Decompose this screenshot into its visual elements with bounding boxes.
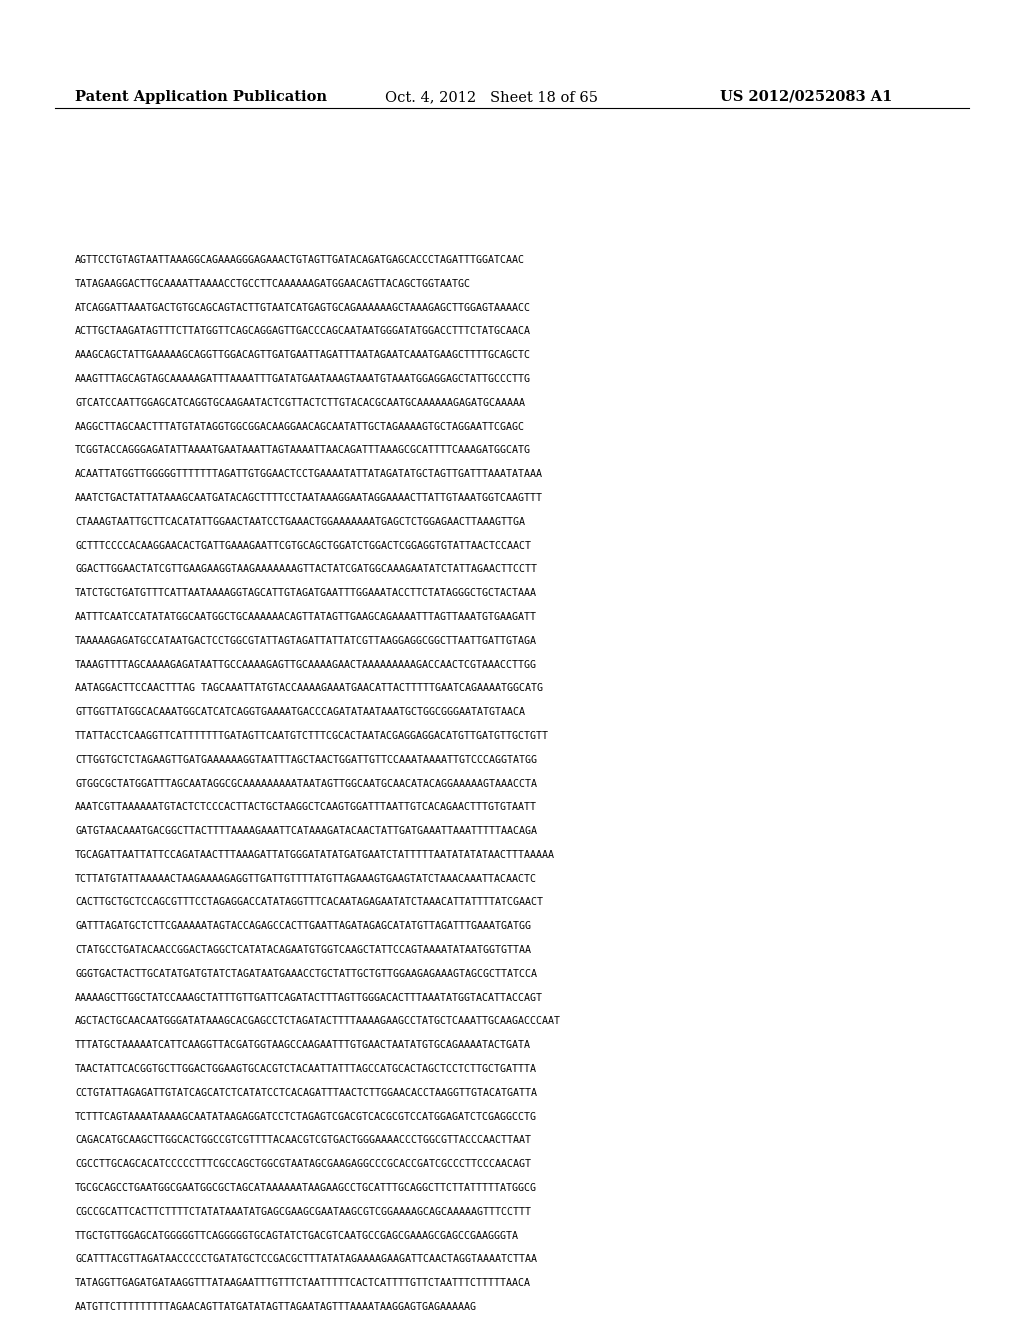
Text: AGTTCCTGTAGTAATTAAAGGCAGAAAGGGAGAAACTGTAGTTGATACAGATGAGCACCCTAGATTTGGATCAAC: AGTTCCTGTAGTAATTAAAGGCAGAAAGGGAGAAACTGTA… xyxy=(75,255,525,265)
Text: GTTGGTTATGGCACAAATGGCATCATCAGGTGAAAATGACCCAGATATAATAAATGCTGGCGGGAATATGTAACA: GTTGGTTATGGCACAAATGGCATCATCAGGTGAAAATGAC… xyxy=(75,708,525,717)
Text: AAAGCAGCTATTGAAAAAGCAGGTTGGACAGTTGATGAATTAGATTTAATAGAATCAAATGAAGCTTTTGCAGCTC: AAAGCAGCTATTGAAAAAGCAGGTTGGACAGTTGATGAAT… xyxy=(75,350,531,360)
Text: US 2012/0252083 A1: US 2012/0252083 A1 xyxy=(720,90,892,104)
Text: GATGTAACAAATGACGGCTTACTTTTAAAAGAAATTCATAAAGATACAACTATTGATGAAATTAAATTTTTAACAGA: GATGTAACAAATGACGGCTTACTTTTAAAAGAAATTCATA… xyxy=(75,826,537,836)
Text: TTATTACCTCAAGGTTCATTTTTTTGATAGTTCAATGTCTTTCGCACTAATACGAGGAGGACATGTTGATGTTGCTGTT: TTATTACCTCAAGGTTCATTTTTTTGATAGTTCAATGTCT… xyxy=(75,731,549,741)
Text: AAATCGTTAAAAAATGTACTCTCCCACTTACTGCTAAGGCTCAAGTGGATTTAATTGTCACAGAACTTTGTGTAATT: AAATCGTTAAAAAATGTACTCTCCCACTTACTGCTAAGGC… xyxy=(75,803,537,812)
Text: TATAGAAGGACTTGCAAAATTAAAACCTGCCTTCAAAAAAGATGGAACAGTTACAGCTGGTAATGC: TATAGAAGGACTTGCAAAATTAAAACCTGCCTTCAAAAAA… xyxy=(75,279,471,289)
Text: GCTTTCCCCACAAGGAACACTGATTGAAAGAATTCGTGCAGCTGGATCTGGACTCGGAGGTGTATTAACTCCAACT: GCTTTCCCCACAAGGAACACTGATTGAAAGAATTCGTGCA… xyxy=(75,541,531,550)
Text: CGCCGCATTCACTTCTTTTCTATATAAATATGAGCGAAGCGAATAAGCGTCGGAAAAGCAGCAAAAAGTTTCCTTT: CGCCGCATTCACTTCTTTTCTATATAAATATGAGCGAAGC… xyxy=(75,1206,531,1217)
Text: AATTTCAATCCATATATGGCAATGGCTGCAAAAAACAGTTATAGTTGAAGCAGAAAATTTAGTTAAATGTGAAGATT: AATTTCAATCCATATATGGCAATGGCTGCAAAAAACAGTT… xyxy=(75,612,537,622)
Text: CACTTGCTGCTCCAGCGTTTCCTAGAGGACCATATAGGTTTCACAATAGAGAATATCTAAACATTATTTTATCGAACT: CACTTGCTGCTCCAGCGTTTCCTAGAGGACCATATAGGTT… xyxy=(75,898,543,907)
Text: GGGTGACTACTTGCATATGATGTATCTAGATAATGAAACCTGCTATTGCTGTTGGAAGAGAAAGTAGCGCTTATCCA: GGGTGACTACTTGCATATGATGTATCTAGATAATGAAACC… xyxy=(75,969,537,979)
Text: AATGTTCTTTTTTTTTAGAACAGTTATGATATAGTTAGAATAGTTTAAAATAAGGAGTGAGAAAAAG: AATGTTCTTTTTTTTTAGAACAGTTATGATATAGTTAGAA… xyxy=(75,1302,477,1312)
Text: TCGGTACCAGGGAGATATTAAAATGAATAAATTAGTAAAATTAACAGATTTAAAGCGCATTTTCAAAGATGGCATG: TCGGTACCAGGGAGATATTAAAATGAATAAATTAGTAAAA… xyxy=(75,445,531,455)
Text: ATCAGGATTAAATGACTGTGCAGCAGTACTTGTAATCATGAGTGCAGAAAAAAGCTAAAGAGCTTGGAGTAAAACC: ATCAGGATTAAATGACTGTGCAGCAGTACTTGTAATCATG… xyxy=(75,302,531,313)
Text: TCTTTCAGTAAAATAAAAGCAATATAAGAGGATCCTCTAGAGTCGACGTCACGCGTCCATGGAGATCTCGAGGCCTG: TCTTTCAGTAAAATAAAAGCAATATAAGAGGATCCTCTAG… xyxy=(75,1111,537,1122)
Text: CGCCTTGCAGCACATCCCCCTTTCGCCAGCTGGCGTAATAGCGAAGAGGCCCGCACCGATCGCCCTTCCCAACAGT: CGCCTTGCAGCACATCCCCCTTTCGCCAGCTGGCGTAATA… xyxy=(75,1159,531,1170)
Text: TAAAGTTTTAGCAAAAGAGATAATTGCCAAAAGAGTTGCAAAAGAACTAAAAAAAAAGACCAACTCGTAAACCTTGG: TAAAGTTTTAGCAAAAGAGATAATTGCCAAAAGAGTTGCA… xyxy=(75,660,537,669)
Text: AAATCTGACTATTATAAAGCAATGATACAGCTTTTCCTAATAAAGGAATAGGAAAACTTATTGTAAATGGTCAAGTTT: AAATCTGACTATTATAAAGCAATGATACAGCTTTTCCTAA… xyxy=(75,492,543,503)
Text: TAAAAAGAGATGCCATAATGACTCCTGGCGTATTAGTAGATTATTATCGTTAAGGAGGCGGCTTAATTGATTGTAGA: TAAAAAGAGATGCCATAATGACTCCTGGCGTATTAGTAGA… xyxy=(75,636,537,645)
Text: AATAGGACTTCCAACTTTAG TAGCAAATTATGTACCAAAAGAAATGAACATTACTTTTTGAATCAGAAAATGGCATG: AATAGGACTTCCAACTTTAG TAGCAAATTATGTACCAAA… xyxy=(75,684,543,693)
Text: TGCGCAGCCTGAATGGCGAATGGCGCTAGCATAAAAAATAAGAAGCCTGCATTTGCAGGCTTCTTATTTTTATGGCG: TGCGCAGCCTGAATGGCGAATGGCGCTAGCATAAAAAATA… xyxy=(75,1183,537,1193)
Text: Patent Application Publication: Patent Application Publication xyxy=(75,90,327,104)
Text: CTATGCCTGATACAACCGGACTAGGCTCATATACAGAATGTGGTCAAGCTATTCCAGTAAAATATAATGGTGTTAA: CTATGCCTGATACAACCGGACTAGGCTCATATACAGAATG… xyxy=(75,945,531,956)
Text: GCATTTACGTTAGATAACCCCCTGATATGCTCCGACGCTTTATATAGAAAAGAAGATTCAACTAGGTAAAATCTTAA: GCATTTACGTTAGATAACCCCCTGATATGCTCCGACGCTT… xyxy=(75,1254,537,1265)
Text: TATAGGTTGAGATGATAAGGTTTATAAGAATTTGTTTCTAATTTTTCACTCATTTTGTTCTAATTTCTTTTTAACA: TATAGGTTGAGATGATAAGGTTTATAAGAATTTGTTTCTA… xyxy=(75,1278,531,1288)
Text: CTAAAGTAATTGCTTCACATATTGGAACTAATCCTGAAACTGGAAAAAAATGAGCTCTGGAGAACTTAAAGTTGA: CTAAAGTAATTGCTTCACATATTGGAACTAATCCTGAAAC… xyxy=(75,516,525,527)
Text: TCTTATGTATTAAAAACTAAGAAAAGAGGTTGATTGTTTTATGTTAGAAAGTGAAGTATCTAAACAAATTACAACTC: TCTTATGTATTAAAAACTAAGAAAAGAGGTTGATTGTTTT… xyxy=(75,874,537,883)
Text: ACTTGCTAAGATAGTTTCTTATGGTTCAGCAGGAGTTGACCCAGCAATAATGGGATATGGACCTTTCTATGCAACA: ACTTGCTAAGATAGTTTCTTATGGTTCAGCAGGAGTTGAC… xyxy=(75,326,531,337)
Text: AAAGTTTAGCAGTAGCAAAAAGATTTAAAATTTGATATGAATAAAGTAAATGTAAATGGAGGAGCTATTGCCCTTG: AAAGTTTAGCAGTAGCAAAAAGATTTAAAATTTGATATGA… xyxy=(75,374,531,384)
Text: GATTTAGATGCTCTTCGAAAAATAGTACCAGAGCCACTTGAATTAGATAGAGCATATGTTAGATTTGAAATGATGG: GATTTAGATGCTCTTCGAAAAATAGTACCAGAGCCACTTG… xyxy=(75,921,531,932)
Text: AAAAAGCTTGGCTATCCAAAGCTATTTGTTGATTCAGATACTTTAGTTGGGACACTTTAAATATGGTACATTACCAGT: AAAAAGCTTGGCTATCCAAAGCTATTTGTTGATTCAGATA… xyxy=(75,993,543,1003)
Text: CTTGGTGCTCTAGAAGTTGATGAAAAAAGGTAATTTAGCTAACTGGATTGTTCCAAATAAAATTGTCCCAGGTATGG: CTTGGTGCTCTAGAAGTTGATGAAAAAAGGTAATTTAGCT… xyxy=(75,755,537,764)
Text: TAACTATTCACGGTGCTTGGACTGGAAGTGCACGTCTACAATTATTTAGCCATGCACTAGCTCCTCTTGCTGATTTA: TAACTATTCACGGTGCTTGGACTGGAAGTGCACGTCTACA… xyxy=(75,1064,537,1074)
Text: AGCTACTGCAACAATGGGATATAAAGCACGAGCCTCTAGATACTTTTAAAAGAAGCCTATGCTCAAATTGCAAGACCCAA: AGCTACTGCAACAATGGGATATAAAGCACGAGCCTCTAGA… xyxy=(75,1016,561,1027)
Text: TATCTGCTGATGTTTCATTAATAAAAGGTAGCATTGTAGATGAATTTGGAAATACCTTCTATAGGGCTGCTACTAAA: TATCTGCTGATGTTTCATTAATAAAAGGTAGCATTGTAGA… xyxy=(75,589,537,598)
Text: ACAATTATGGTTGGGGGTTTTTTTAGATTGTGGAACTCCTGAAAATATTATAGATATGCTAGTTGATTTAAATATAAA: ACAATTATGGTTGGGGGTTTTTTTAGATTGTGGAACTCCT… xyxy=(75,469,543,479)
Text: CAGACATGCAAGCTTGGCACTGGCCGTCGTTTTACAACGTCGTGACTGGGAAAACCCTGGCGTTACCCAACTTAAT: CAGACATGCAAGCTTGGCACTGGCCGTCGTTTTACAACGT… xyxy=(75,1135,531,1146)
Text: GTGGCGCTATGGATTTAGCAATAGGCGCAAAAAAAAATAATAGTTGGCAATGCAACATACAGGAAAAAGTAAACCTA: GTGGCGCTATGGATTTAGCAATAGGCGCAAAAAAAAATAA… xyxy=(75,779,537,788)
Text: CCTGTATTAGAGATTGTATCAGCATCTCATATCCTCACAGATTTAACTCTTGGAACACCTAAGGTTGTACATGATTA: CCTGTATTAGAGATTGTATCAGCATCTCATATCCTCACAG… xyxy=(75,1088,537,1098)
Text: GTCATCCAATTGGAGCATCAGGTGCAAGAATACTCGTTACTCTTGTACACGCAATGCAAAAAAGAGATGCAAAAA: GTCATCCAATTGGAGCATCAGGTGCAAGAATACTCGTTAC… xyxy=(75,397,525,408)
Text: Oct. 4, 2012   Sheet 18 of 65: Oct. 4, 2012 Sheet 18 of 65 xyxy=(385,90,598,104)
Text: TGCAGATTAATTATTCCAGATAACTTTAAAGATTATGGGATATATGATGAATCTATTTTTAATATATATAACTTTAAAAA: TGCAGATTAATTATTCCAGATAACTTTAAAGATTATGGGA… xyxy=(75,850,555,859)
Text: TTGCTGTTGGAGCATGGGGGTTCAGGGGGTGCAGTATCTGACGTCAATGCCGAGCGAAAGCGAGCCGAAGGGTA: TTGCTGTTGGAGCATGGGGGTTCAGGGGGTGCAGTATCTG… xyxy=(75,1230,519,1241)
Text: GGACTTGGAACTATCGTTGAAGAAGGTAAGAAAAAAAGTTACTATCGATGGCAAAGAATATCTATTAGAACTTCCTT: GGACTTGGAACTATCGTTGAAGAAGGTAAGAAAAAAAGTT… xyxy=(75,565,537,574)
Text: TTTATGCTAAAAATCATTCAAGGTTACGATGGTAAGCCAAGAATTTGTGAACTAATATGTGCAGAAAATACTGATA: TTTATGCTAAAAATCATTCAAGGTTACGATGGTAAGCCAA… xyxy=(75,1040,531,1051)
Text: AAGGCTTAGCAACTTTATGTATAGGTGGCGGACAAGGAACAGCAATATTGCTAGAAAAGTGCTAGGAATTCGAGC: AAGGCTTAGCAACTTTATGTATAGGTGGCGGACAAGGAAC… xyxy=(75,421,525,432)
